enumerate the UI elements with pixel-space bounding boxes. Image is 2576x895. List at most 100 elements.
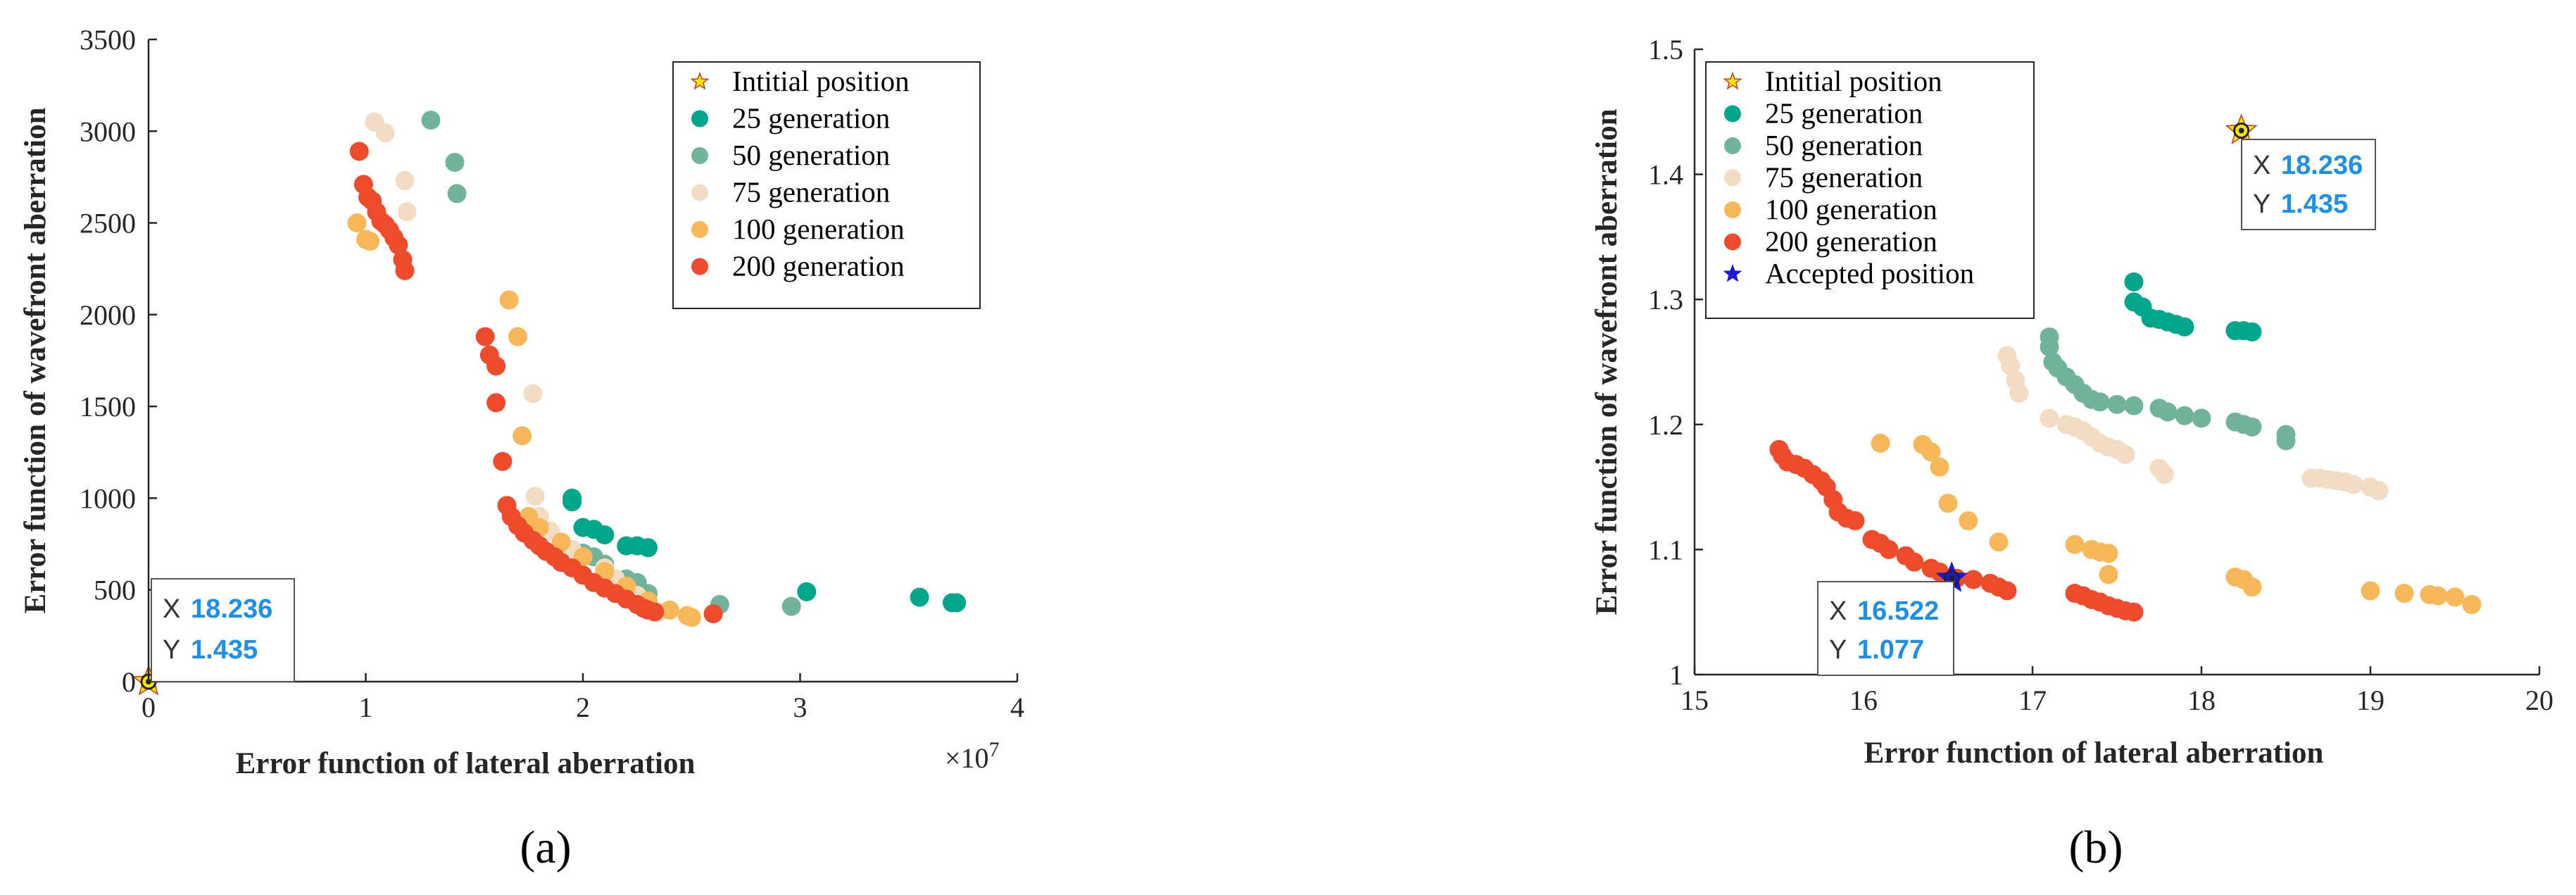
point-200-generation-a[interactable] [486, 393, 506, 413]
point-25-generation-b[interactable] [2124, 272, 2144, 292]
point-100-generation-b[interactable] [2428, 586, 2448, 606]
datatip-a-box [151, 578, 295, 682]
point-200-generation-a[interactable] [349, 142, 369, 161]
point-75-generation-b[interactable] [2116, 444, 2135, 464]
point-100-generation-a[interactable] [513, 426, 532, 446]
point-75-generation-a[interactable] [397, 202, 417, 222]
point-75-generation-b[interactable] [2369, 481, 2389, 501]
point-200-generation-a[interactable] [486, 356, 506, 376]
point-200-generation-b[interactable] [2124, 602, 2144, 622]
point-100-generation-b[interactable] [2242, 577, 2262, 597]
datatip-a-x-key: X [163, 594, 180, 624]
point-200-generation-b[interactable] [1879, 539, 1899, 559]
point-100-generation-a[interactable] [508, 327, 527, 346]
datatip-anchor-dot-b [2238, 127, 2244, 134]
point-75-generation-a[interactable] [523, 384, 543, 403]
point-25-generation-b[interactable] [2175, 317, 2194, 337]
point-25-generation-a[interactable] [563, 492, 582, 512]
point-200-generation-a[interactable] [389, 235, 408, 255]
point-200-generation-a[interactable] [475, 327, 495, 346]
points-b [1769, 113, 2482, 622]
x-ticks-a: 0 1 2 3 4 [142, 673, 1024, 723]
point-200-generation-b[interactable] [1845, 511, 1865, 531]
point-50-generation-a[interactable] [447, 184, 467, 204]
legend-marker-100-generation-b [1724, 201, 1741, 218]
point-50-generation-a[interactable] [781, 596, 801, 616]
panel-label-a: (a) [520, 822, 571, 873]
legend-label-75-generation-a: 75 generation [732, 176, 890, 208]
point-75-generation-a[interactable] [395, 171, 415, 191]
point-100-generation-b[interactable] [1871, 433, 1890, 453]
point-200-generation-b[interactable] [1904, 552, 1924, 572]
point-50-generation-b[interactable] [2040, 337, 2059, 357]
point-75-generation-b[interactable] [2154, 465, 2174, 484]
point-100-generation-b[interactable] [2462, 595, 2482, 615]
point-200-generation-b[interactable] [1997, 581, 2017, 601]
point-25-generation-a[interactable] [797, 582, 817, 601]
datatip-b-initial-y-key: Y [2253, 189, 2270, 219]
x-tick-label-b: 19 [2356, 684, 2385, 716]
legend-label-accepted-position-b: Accepted position [1765, 257, 1974, 289]
legend-marker-25-generation-b [1724, 105, 1741, 123]
point-100-generation-b[interactable] [1921, 442, 1941, 462]
point-200-generation-b[interactable] [1964, 570, 1983, 589]
point-200-generation-a[interactable] [395, 261, 415, 280]
point-50-generation-b[interactable] [2107, 394, 2127, 414]
x-tick-label-a: 0 [142, 691, 156, 723]
point-100-generation-b[interactable] [1959, 511, 1978, 531]
legend-marker-75-generation-a [691, 184, 708, 201]
point-100-generation-a[interactable] [347, 213, 367, 233]
point-100-generation-a[interactable] [360, 232, 380, 251]
panel-b: 15 16 17 18 19 20 1 1.1 1.2 1.3 1.4 1.5 Error func… [1590, 34, 2553, 873]
datatip-anchor-intitial-position-b [2233, 122, 2250, 139]
point-25-generation-b[interactable] [2242, 322, 2262, 342]
datatip-b-accepted-box [1817, 581, 1954, 676]
point-100-generation-b[interactable] [1938, 494, 1958, 513]
legend-label-intitial-position-a: Intitial position [732, 65, 910, 97]
legend-marker-200-generation-a [691, 258, 708, 275]
point-200-generation-a[interactable] [703, 604, 723, 624]
point-100-generation-b[interactable] [2099, 565, 2118, 584]
point-100-generation-a[interactable] [551, 532, 571, 552]
point-25-generation-a[interactable] [947, 593, 967, 613]
point-100-generation-b[interactable] [2445, 587, 2465, 607]
point-100-generation-a[interactable] [499, 290, 519, 310]
point-100-generation-b[interactable] [2099, 544, 2118, 563]
point-50-generation-b[interactable] [2242, 417, 2262, 437]
point-200-generation-a[interactable] [493, 451, 513, 471]
point-100-generation-b[interactable] [2361, 581, 2380, 601]
point-25-generation-a[interactable] [910, 587, 929, 607]
point-50-generation-b[interactable] [2276, 431, 2296, 451]
datatip-b-initial[interactable]: X 18.236 Y 1.435 [2241, 139, 2376, 230]
point-100-generation-b[interactable] [1930, 457, 1949, 477]
x-exponent-label-a: ×107 [945, 738, 1000, 774]
point-50-generation-b[interactable] [2090, 392, 2110, 412]
point-100-generation-b[interactable] [2065, 534, 2085, 554]
point-25-generation-a[interactable] [595, 525, 615, 545]
point-50-generation-b[interactable] [2158, 402, 2178, 422]
y-tick-label-a: 3500 [80, 24, 136, 56]
point-50-generation-a[interactable] [421, 111, 441, 130]
point-50-generation-b[interactable] [2192, 408, 2211, 428]
point-100-generation-a[interactable] [660, 600, 679, 620]
point-100-generation-a[interactable] [681, 608, 701, 627]
point-75-generation-b[interactable] [2344, 475, 2363, 494]
datatip-a[interactable]: X 18.236 Y 1.435 [151, 578, 295, 682]
datatip-b-accepted-y-key: Y [1829, 635, 1847, 665]
point-50-generation-b[interactable] [2124, 396, 2144, 415]
datatip-b-accepted[interactable]: X 16.522 Y 1.077 [1817, 581, 1954, 676]
point-75-generation-b[interactable] [2009, 383, 2029, 403]
point-100-generation-b[interactable] [2394, 584, 2414, 603]
point-50-generation-b[interactable] [2175, 406, 2194, 425]
point-75-generation-a[interactable] [525, 487, 545, 506]
point-75-generation-b[interactable] [2001, 356, 2021, 375]
point-100-generation-b[interactable] [1989, 532, 2009, 552]
datatip-b-initial-x-key: X [2253, 151, 2270, 180]
point-75-generation-a[interactable] [375, 123, 395, 143]
point-75-generation-b[interactable] [2040, 408, 2059, 428]
point-50-generation-a[interactable] [445, 153, 465, 173]
x-tick-label-b: 17 [2018, 684, 2047, 716]
point-200-generation-a[interactable] [645, 602, 665, 622]
point-25-generation-a[interactable] [639, 538, 658, 558]
